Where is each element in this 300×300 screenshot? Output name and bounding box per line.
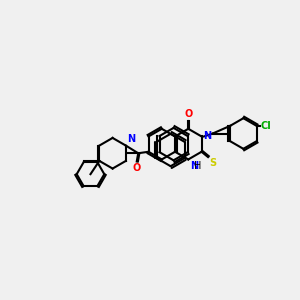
Text: N: N <box>190 161 198 171</box>
Text: S: S <box>209 158 217 168</box>
Text: O: O <box>184 109 192 119</box>
Text: N: N <box>203 131 211 141</box>
Text: Cl: Cl <box>260 121 271 131</box>
Text: H: H <box>194 161 201 171</box>
Text: O: O <box>133 163 141 173</box>
Text: N: N <box>127 134 135 144</box>
